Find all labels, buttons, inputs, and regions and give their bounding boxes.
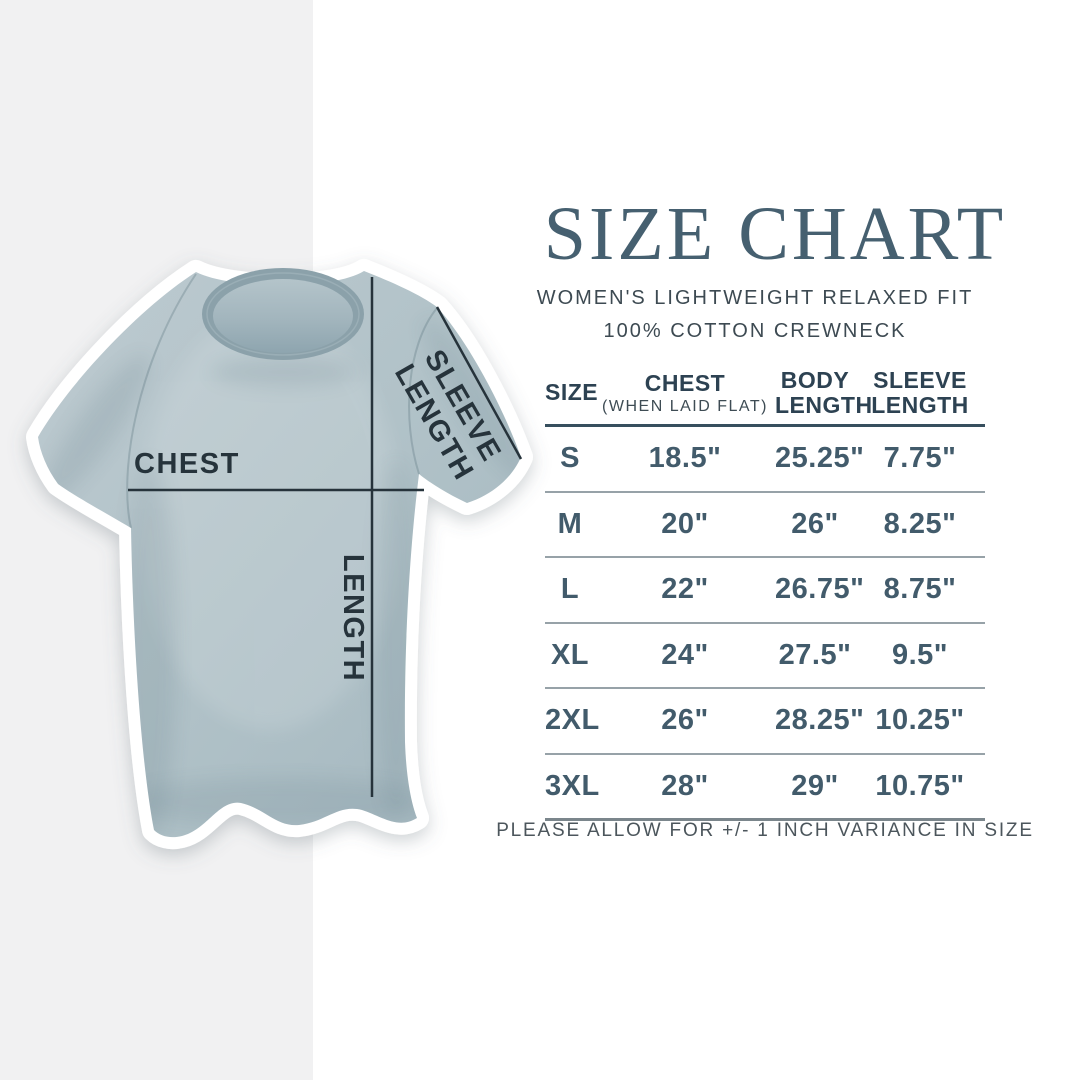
cell-chest: 26" bbox=[661, 704, 709, 737]
table-row: S 18.5" 25.25" 7.75" bbox=[545, 427, 985, 491]
cell-chest: 20" bbox=[661, 507, 709, 540]
column-header-chest-label: CHEST bbox=[644, 369, 726, 396]
cell-size: 2XL bbox=[545, 704, 600, 737]
cell-sleeve-length: 8.25" bbox=[883, 507, 957, 540]
table-row: 2XL 26" 28.25" 10.25" bbox=[545, 687, 985, 753]
cell-chest: 28" bbox=[661, 769, 709, 802]
column-header-chest: CHEST (WHEN LAID FLAT) bbox=[595, 369, 775, 416]
cell-body-length: 25.25" bbox=[775, 442, 865, 475]
cell-chest: 24" bbox=[661, 638, 709, 671]
table-row: XL 24" 27.5" 9.5" bbox=[545, 621, 985, 688]
size-table-body: S 18.5" 25.25" 7.75" M 20" 26" 8.25" L 2… bbox=[545, 427, 985, 821]
cell-body-length: 29" bbox=[791, 769, 839, 802]
cell-size: M bbox=[557, 507, 583, 540]
page-title: SIZE CHART bbox=[543, 192, 1007, 276]
column-header-sleeve-length: SLEEVE LENGTH bbox=[871, 366, 969, 418]
column-header-size: SIZE bbox=[545, 379, 599, 406]
subtitle-line-1: WOMEN'S LIGHTWEIGHT RELAXED FIT bbox=[536, 287, 974, 309]
cell-size: S bbox=[560, 442, 580, 475]
cell-sleeve-length: 9.5" bbox=[891, 638, 949, 671]
cell-size: XL bbox=[550, 638, 590, 671]
length-label: LENGTH bbox=[337, 554, 369, 682]
size-table: SIZE CHEST (WHEN LAID FLAT) BODY LENGTH … bbox=[545, 362, 985, 821]
table-row: L 22" 26.75" 8.75" bbox=[545, 556, 985, 622]
chest-label: CHEST bbox=[134, 448, 240, 480]
cell-sleeve-length: 8.75" bbox=[883, 573, 957, 606]
column-header-chest-sub: (WHEN LAID FLAT) bbox=[602, 397, 768, 415]
variance-note: PLEASE ALLOW FOR +/- 1 INCH VARIANCE IN … bbox=[496, 820, 1034, 841]
size-table-header: SIZE CHEST (WHEN LAID FLAT) BODY LENGTH … bbox=[545, 362, 985, 427]
column-header-body-length: BODY LENGTH bbox=[775, 366, 873, 418]
cell-body-length: 26" bbox=[791, 507, 839, 540]
cell-sleeve-length: 10.25" bbox=[875, 704, 965, 737]
cell-chest: 18.5" bbox=[648, 442, 722, 475]
cell-chest: 22" bbox=[661, 573, 709, 606]
cell-sleeve-length: 7.75" bbox=[883, 442, 957, 475]
sleeve-measure-line bbox=[435, 306, 523, 460]
cell-body-length: 26.75" bbox=[775, 573, 865, 606]
subtitle-line-2: 100% COTTON CREWNECK bbox=[603, 320, 907, 342]
cell-body-length: 27.5" bbox=[778, 638, 852, 671]
table-row: 3XL 28" 29" 10.75" bbox=[545, 752, 985, 819]
cell-size: 3XL bbox=[545, 769, 600, 802]
cell-body-length: 28.25" bbox=[775, 704, 865, 737]
tshirt-collar bbox=[202, 268, 364, 360]
cell-sleeve-length: 10.75" bbox=[875, 769, 965, 802]
table-row: M 20" 26" 8.25" bbox=[545, 490, 985, 557]
cell-size: L bbox=[560, 573, 580, 606]
